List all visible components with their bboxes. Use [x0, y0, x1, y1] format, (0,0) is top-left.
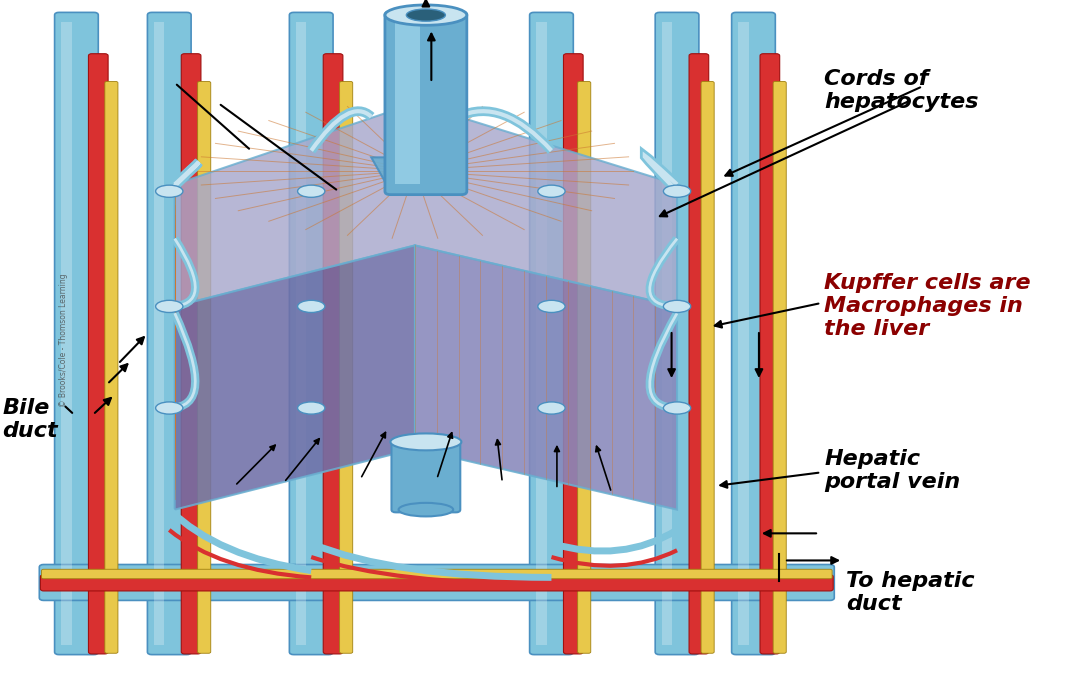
Bar: [536, 22, 547, 645]
Bar: [296, 22, 307, 645]
Text: Bile
duct: Bile duct: [2, 398, 58, 441]
Text: Kupffer cells are
Macrophages in
the liver: Kupffer cells are Macrophages in the liv…: [824, 272, 1031, 339]
FancyBboxPatch shape: [340, 81, 353, 653]
FancyBboxPatch shape: [147, 12, 191, 655]
Ellipse shape: [155, 402, 183, 414]
FancyBboxPatch shape: [655, 12, 699, 655]
Ellipse shape: [538, 300, 566, 312]
Ellipse shape: [384, 5, 467, 25]
Ellipse shape: [297, 185, 324, 198]
FancyBboxPatch shape: [701, 81, 714, 653]
FancyBboxPatch shape: [41, 569, 832, 579]
Ellipse shape: [664, 402, 690, 414]
FancyBboxPatch shape: [181, 54, 201, 654]
Ellipse shape: [390, 433, 461, 450]
Polygon shape: [175, 245, 415, 510]
Text: Hepatic
portal vein: Hepatic portal vein: [824, 449, 961, 492]
FancyBboxPatch shape: [55, 12, 98, 655]
Bar: [395, 22, 419, 185]
Bar: [738, 22, 749, 645]
Ellipse shape: [155, 185, 183, 198]
Bar: [154, 22, 165, 645]
FancyBboxPatch shape: [391, 439, 461, 513]
Polygon shape: [415, 245, 677, 510]
Ellipse shape: [406, 9, 446, 21]
FancyBboxPatch shape: [289, 12, 333, 655]
FancyBboxPatch shape: [198, 81, 211, 653]
Ellipse shape: [399, 503, 453, 517]
FancyBboxPatch shape: [39, 564, 834, 600]
FancyBboxPatch shape: [323, 54, 343, 654]
Ellipse shape: [538, 402, 566, 414]
Polygon shape: [371, 158, 461, 191]
Text: Cords of
hepatocytes: Cords of hepatocytes: [824, 69, 978, 113]
Ellipse shape: [664, 185, 690, 198]
Ellipse shape: [155, 300, 183, 312]
Ellipse shape: [297, 402, 324, 414]
Ellipse shape: [664, 300, 690, 312]
Text: To hepatic
duct: To hepatic duct: [846, 570, 975, 614]
FancyBboxPatch shape: [88, 54, 108, 654]
FancyBboxPatch shape: [689, 54, 709, 654]
FancyBboxPatch shape: [563, 54, 583, 654]
FancyBboxPatch shape: [773, 81, 786, 653]
Polygon shape: [175, 103, 677, 306]
Bar: [61, 22, 72, 645]
Text: © Brooks/Cole - Thomson Learning: © Brooks/Cole - Thomson Learning: [59, 274, 68, 407]
Bar: [662, 22, 673, 645]
FancyBboxPatch shape: [578, 81, 591, 653]
FancyBboxPatch shape: [530, 12, 573, 655]
FancyBboxPatch shape: [760, 54, 780, 654]
FancyBboxPatch shape: [732, 12, 775, 655]
FancyBboxPatch shape: [385, 12, 467, 195]
FancyBboxPatch shape: [105, 81, 118, 653]
Ellipse shape: [538, 185, 566, 198]
Ellipse shape: [297, 300, 324, 312]
FancyBboxPatch shape: [40, 574, 833, 591]
